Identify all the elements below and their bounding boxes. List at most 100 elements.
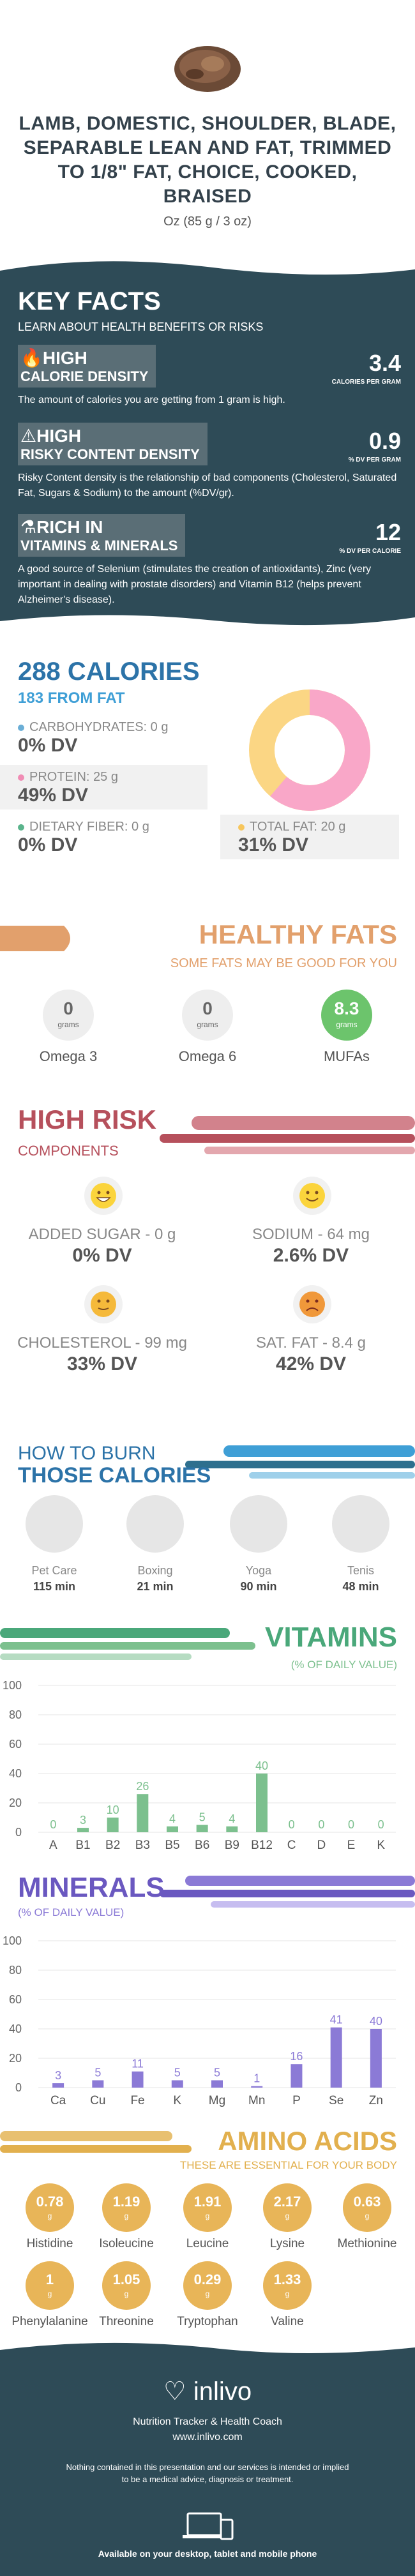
- brand-logo[interactable]: ♡ inlivo: [163, 2377, 252, 2406]
- y-tick-label: 0: [15, 1826, 22, 1839]
- sodium-dv: 2.6% DV: [273, 1245, 349, 1266]
- bar: [52, 2083, 64, 2088]
- amino-circle: 1.05 g: [102, 2261, 151, 2310]
- header-section: LAMB, DOMESTIC, SHOULDER, BLADE, SEPARAB…: [0, 0, 415, 255]
- x-tick-label: B5: [165, 1839, 179, 1852]
- activity-minutes: 90 min: [240, 1580, 277, 1593]
- minerals-subtitle: (% OF DAILY VALUE): [18, 1906, 124, 1918]
- amino-tryptophan: 0.29 g Tryptophan: [169, 2261, 246, 2329]
- minerals-title: MINERALS: [18, 1872, 165, 1903]
- mufa-value: 8.3: [334, 998, 359, 1018]
- bar-value-label: 16: [290, 2050, 303, 2063]
- x-tick-label: Mg: [209, 2094, 225, 2107]
- disclaimer: Nothing contained in this presentation a…: [66, 2462, 349, 2484]
- bar-value-label: 5: [199, 1811, 206, 1824]
- calories-from-fat: 183 FROM FAT: [18, 689, 125, 707]
- amino-name: Phenylalanine: [11, 2315, 88, 2328]
- mufa-label: MUFAs: [323, 1048, 370, 1064]
- activity-minutes: 48 min: [342, 1580, 379, 1593]
- risk-ribbons: [160, 1116, 415, 1154]
- activity-name: Yoga: [245, 1564, 272, 1577]
- bar-value-label: 1: [253, 2072, 260, 2085]
- healthy-fats-section: HEALTHY FATS SOME FATS MAY BE GOOD FOR Y…: [0, 907, 415, 1104]
- amino-acids-section: AMINO ACIDS THESE ARE ESSENTIAL FOR YOUR…: [0, 2120, 415, 2340]
- omega6-circle: 0 grams: [182, 990, 233, 1041]
- y-tick-label: 20: [9, 2052, 22, 2065]
- amino-circle: 0.78 g: [26, 2183, 74, 2232]
- bar: [107, 1818, 119, 1832]
- key-fact-name: VITAMINS & MINERALS: [20, 538, 178, 554]
- burn-ribbons: [185, 1445, 415, 1479]
- activity-tenis: Tenis 48 min: [319, 1495, 402, 1593]
- x-tick-label: K: [173, 2094, 181, 2107]
- bar-value-label: 10: [107, 1804, 119, 1816]
- mufa-circle: 8.3 grams: [321, 990, 372, 1041]
- key-fact-calorie-density: 🔥HIGH CALORIE DENSITY 3.4 CALORIES PER G…: [18, 345, 401, 408]
- omega3-unit: grams: [57, 1020, 79, 1029]
- y-tick-label: 40: [9, 1767, 22, 1780]
- key-fact-value: 12 % DV PER CALORIE: [339, 520, 401, 556]
- food-title: LAMB, DOMESTIC, SHOULDER, BLADE, SEPARAB…: [19, 113, 396, 207]
- bar-value-label: 40: [255, 1759, 268, 1772]
- burn-calories-section: HOW TO BURN THOSE CALORIES Pet Care 115 …: [0, 1417, 415, 1609]
- added-sugar-label: ADDED SUGAR - 0 g: [28, 1226, 176, 1243]
- x-tick-label: K: [377, 1839, 385, 1852]
- macro-label: CARBOHYDRATES: 0 g: [18, 715, 207, 735]
- brand-url[interactable]: www.inlivo.com: [172, 2432, 243, 2443]
- bar: [196, 1825, 208, 1832]
- bar: [256, 1774, 268, 1832]
- y-tick-label: 40: [9, 2022, 22, 2035]
- yoga-icon: [230, 1495, 287, 1553]
- amino-histidine: 0.78 g Histidine: [11, 2183, 88, 2251]
- key-facts-section: KEY FACTS LEARN ABOUT HEALTH BENEFITS OR…: [0, 255, 415, 632]
- activity-pet-care: Pet Care 115 min: [13, 1495, 96, 1593]
- boxing-icon: [126, 1495, 184, 1553]
- key-facts-subtitle: LEARN ABOUT HEALTH BENEFITS OR RISKS: [18, 320, 264, 333]
- amino-acids-title: AMINO ACIDS: [218, 2126, 397, 2156]
- macro-total-fat: TOTAL FAT: 20 g 31% DV: [220, 815, 399, 859]
- key-fact-number: 3.4: [368, 350, 401, 376]
- amino-acids-subtitle: THESE ARE ESSENTIAL FOR YOUR BODY: [179, 2159, 397, 2171]
- activity-minutes: 115 min: [33, 1580, 76, 1593]
- bar: [370, 2029, 382, 2088]
- activity-boxing: Boxing 21 min: [114, 1495, 197, 1593]
- bar: [211, 2080, 223, 2088]
- amino-name: Tryptophan: [177, 2315, 238, 2328]
- amino-methionine: 0.63 g Methionine: [329, 2183, 405, 2251]
- x-tick-label: B6: [195, 1839, 209, 1852]
- activity-name: Pet Care: [31, 1564, 77, 1577]
- bar-value-label: 41: [330, 2014, 343, 2026]
- macro-label: DIETARY FIBER: 0 g: [18, 815, 207, 834]
- cholesterol-label: CHOLESTEROL - 99 mg: [17, 1334, 187, 1352]
- key-fact-value: 0.9 % DV PER GRAM: [349, 429, 401, 465]
- macro-fiber: DIETARY FIBER: 0 g 0% DV: [0, 815, 207, 859]
- key-fact-number: 12: [375, 519, 401, 545]
- y-tick-label: 100: [3, 1679, 22, 1692]
- bar-value-label: 11: [132, 2058, 144, 2070]
- bar: [251, 2086, 263, 2088]
- macro-dv: 0% DV: [18, 834, 78, 855]
- key-fact-label: ⚗RICH IN VITAMINS & MINERALS: [18, 514, 186, 557]
- vitamins-section: VITAMINS (% OF DAILY VALUE) 0 20 40 60 80 100…: [0, 1609, 415, 1864]
- key-fact-description: Risky Content density is the relationshi…: [18, 472, 397, 499]
- activity-yoga: Yoga 90 min: [217, 1495, 300, 1593]
- wave-divider: [0, 255, 415, 275]
- bar: [226, 1826, 238, 1832]
- x-tick-label: B1: [75, 1839, 90, 1852]
- healthy-fats-subtitle: SOME FATS MAY BE GOOD FOR YOU: [170, 956, 397, 970]
- key-fact-unit: CALORIES PER GRAM: [331, 379, 401, 386]
- key-fact-description: A good source of Selenium (stimulates th…: [18, 564, 372, 605]
- key-fact-value: 3.4 CALORIES PER GRAM: [332, 351, 401, 387]
- amino-isoleucine: 1.19 g Isoleucine: [88, 2183, 165, 2251]
- fat-dot-icon: [238, 824, 245, 831]
- key-fact-name: RISKY CONTENT DENSITY: [20, 446, 200, 462]
- x-tick-label: Cu: [90, 2094, 105, 2107]
- key-fact-level: ⚗RICH IN: [20, 517, 103, 537]
- high-risk-title: HIGH RISK: [18, 1104, 157, 1134]
- amino-ribbons: [0, 2131, 192, 2153]
- smile-face-icon: [293, 1177, 331, 1215]
- healthy-fats-title: HEALTHY FATS: [199, 919, 397, 949]
- bar-value-label: 5: [174, 2067, 181, 2079]
- bar-value-label: 3: [80, 1814, 86, 1827]
- amino-name: Threonine: [99, 2315, 154, 2328]
